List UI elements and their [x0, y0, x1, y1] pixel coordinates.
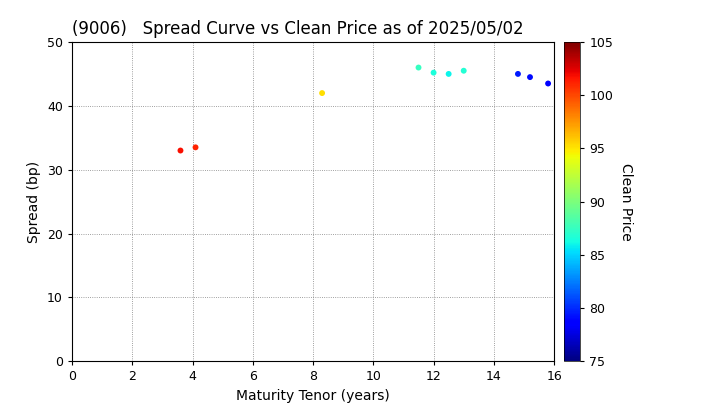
Point: [458, 67, 469, 74]
Point: [443, 71, 454, 77]
Text: (9006)   Spread Curve vs Clean Price as of 2025/05/02: (9006) Spread Curve vs Clean Price as of…: [72, 20, 523, 38]
Y-axis label: Spread (bp): Spread (bp): [27, 160, 42, 243]
Point: [428, 69, 439, 76]
Point: [316, 90, 328, 97]
Point: [524, 74, 536, 81]
Point: [512, 71, 523, 77]
Point: [413, 64, 424, 71]
Point: [190, 144, 202, 151]
Y-axis label: Clean Price: Clean Price: [618, 163, 633, 241]
Point: [175, 147, 186, 154]
Point: [542, 80, 554, 87]
X-axis label: Maturity Tenor (years): Maturity Tenor (years): [236, 389, 390, 403]
